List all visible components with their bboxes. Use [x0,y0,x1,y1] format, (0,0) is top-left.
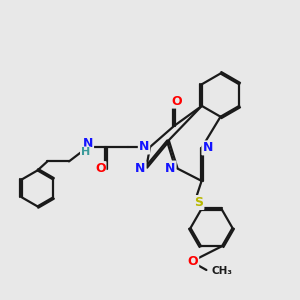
Text: N: N [139,140,149,154]
Text: N: N [83,137,93,150]
Text: O: O [172,94,182,108]
Text: N: N [202,141,213,154]
Text: O: O [95,162,106,175]
Text: CH₃: CH₃ [212,266,233,277]
Text: N: N [135,162,146,175]
Text: H: H [81,147,90,158]
Text: S: S [194,196,203,209]
Text: N: N [165,161,176,175]
Text: O: O [188,255,198,268]
